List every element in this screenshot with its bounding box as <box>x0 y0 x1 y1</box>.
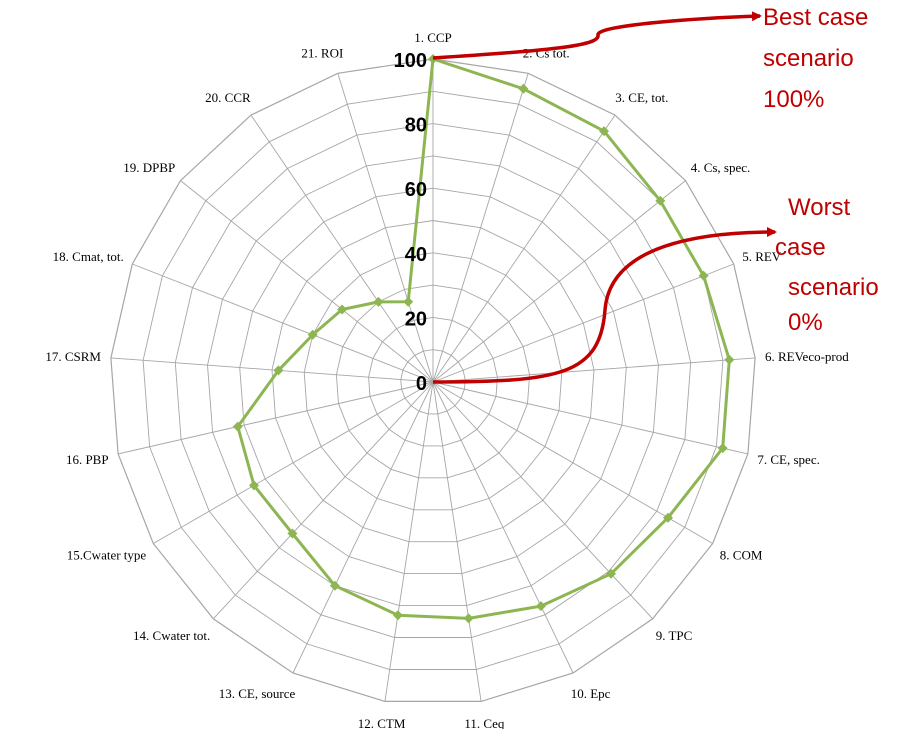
best-case-arrow <box>432 11 762 60</box>
data-point-8 <box>663 512 673 523</box>
best-case-text-line1: Best case <box>763 4 868 31</box>
data-point-6 <box>724 354 735 365</box>
grid-spoke-4 <box>432 180 686 383</box>
grid-ring-100 <box>110 58 756 703</box>
data-point-14 <box>287 528 298 539</box>
data-point-18 <box>307 329 318 340</box>
radar-grid <box>110 58 756 703</box>
grid-ring-70 <box>207 155 659 607</box>
category-label-10: 10. Epc <box>571 686 611 701</box>
grid-ring-20 <box>368 316 498 447</box>
grid-spoke-2 <box>432 73 529 383</box>
category-label-9: 9. TPC <box>656 628 693 643</box>
category-label-18: 18. Cmat, tot. <box>53 249 124 264</box>
best-case-annotation: Best case scenario 100% <box>432 4 868 113</box>
data-point-17 <box>273 365 284 376</box>
tick-label-100: 100 <box>394 50 427 72</box>
category-label-4: 4. Cs, spec. <box>691 160 751 175</box>
radial-tick-labels: 0 20 40 60 80 100 <box>394 50 427 395</box>
grid-spoke-5 <box>432 263 734 383</box>
category-label-15: 15.Cwater type <box>67 548 147 563</box>
series-line <box>236 57 731 620</box>
category-label-8: 8. COM <box>720 548 763 563</box>
tick-label-20: 20 <box>405 308 427 330</box>
grid-spoke-6 <box>432 357 756 383</box>
data-point-4 <box>655 195 666 206</box>
grid-spoke-10 <box>432 381 574 674</box>
tick-label-0: 0 <box>416 373 427 395</box>
grid-spoke-15 <box>153 381 434 544</box>
worst-case-annotation: Worst case scenario 0% <box>432 194 879 384</box>
worst-case-text-line3: scenario <box>788 274 879 301</box>
data-point-7 <box>717 443 728 454</box>
category-label-21: 21. ROI <box>301 45 343 60</box>
grid-spoke-11 <box>432 381 482 702</box>
data-point-16 <box>232 421 243 432</box>
grid-spoke-19 <box>180 180 434 383</box>
grid-spoke-14 <box>212 381 434 620</box>
category-label-7: 7. CE, spec. <box>757 452 819 467</box>
data-point-5 <box>698 270 709 281</box>
grid-spoke-17 <box>110 357 434 383</box>
category-label-1: 1. CCP <box>414 30 452 45</box>
category-label-12: 12. CTM <box>358 716 406 729</box>
grid-spoke-13 <box>292 381 434 674</box>
worst-case-text-line1: Worst <box>788 194 851 221</box>
category-label-3: 3. CE, tot. <box>615 90 668 105</box>
grid-spoke-20 <box>250 114 434 383</box>
category-label-16: 16. PBP <box>66 452 109 467</box>
category-label-17: 17. CSRM <box>45 349 101 364</box>
series-layer <box>232 54 735 624</box>
worst-case-arrow <box>432 227 777 384</box>
data-point-20 <box>373 296 384 307</box>
tick-label-40: 40 <box>405 244 427 266</box>
grid-ring-50 <box>271 220 595 543</box>
grid-ring-10 <box>400 349 466 415</box>
category-label-6: 6. REVeco-prod <box>765 349 849 364</box>
best-case-text-line3: 100% <box>763 86 824 113</box>
best-case-text-line2: scenario <box>763 45 854 72</box>
tick-label-60: 60 <box>405 179 427 201</box>
category-label-13: 13. CE, source <box>219 686 296 701</box>
category-label-14: 14. Cwater tot. <box>133 628 210 643</box>
grid-ring-60 <box>239 187 627 575</box>
category-label-20: 20. CCR <box>205 90 251 105</box>
grid-spoke-16 <box>117 381 434 455</box>
data-point-21 <box>403 296 414 307</box>
grid-spoke-21 <box>337 73 434 383</box>
grid-ring-80 <box>174 123 692 638</box>
data-point-2 <box>518 83 529 94</box>
grid-spoke-3 <box>432 114 616 383</box>
data-point-9 <box>606 568 616 579</box>
data-point-3 <box>599 126 609 137</box>
data-point-19 <box>337 304 348 315</box>
grid-spoke-18 <box>132 263 434 383</box>
tick-label-80: 80 <box>405 115 427 137</box>
grid-spoke-12 <box>384 381 434 702</box>
grid-spoke-7 <box>432 381 749 455</box>
data-point-13 <box>329 580 340 591</box>
data-point-15 <box>249 480 259 491</box>
category-label-11: 11. Ceq <box>464 716 504 729</box>
data-point-12 <box>392 610 403 621</box>
grid-ring-30 <box>335 284 531 479</box>
category-label-5: 5. REV <box>742 249 782 264</box>
worst-case-text-line2: case <box>775 234 826 261</box>
grid-spoke-9 <box>432 381 654 620</box>
worst-case-text-line4: 0% <box>788 309 823 336</box>
grid-ring-40 <box>303 252 563 511</box>
data-point-10 <box>535 601 546 612</box>
data-point-11 <box>463 613 474 624</box>
category-label-19: 19. DPBP <box>123 160 175 175</box>
